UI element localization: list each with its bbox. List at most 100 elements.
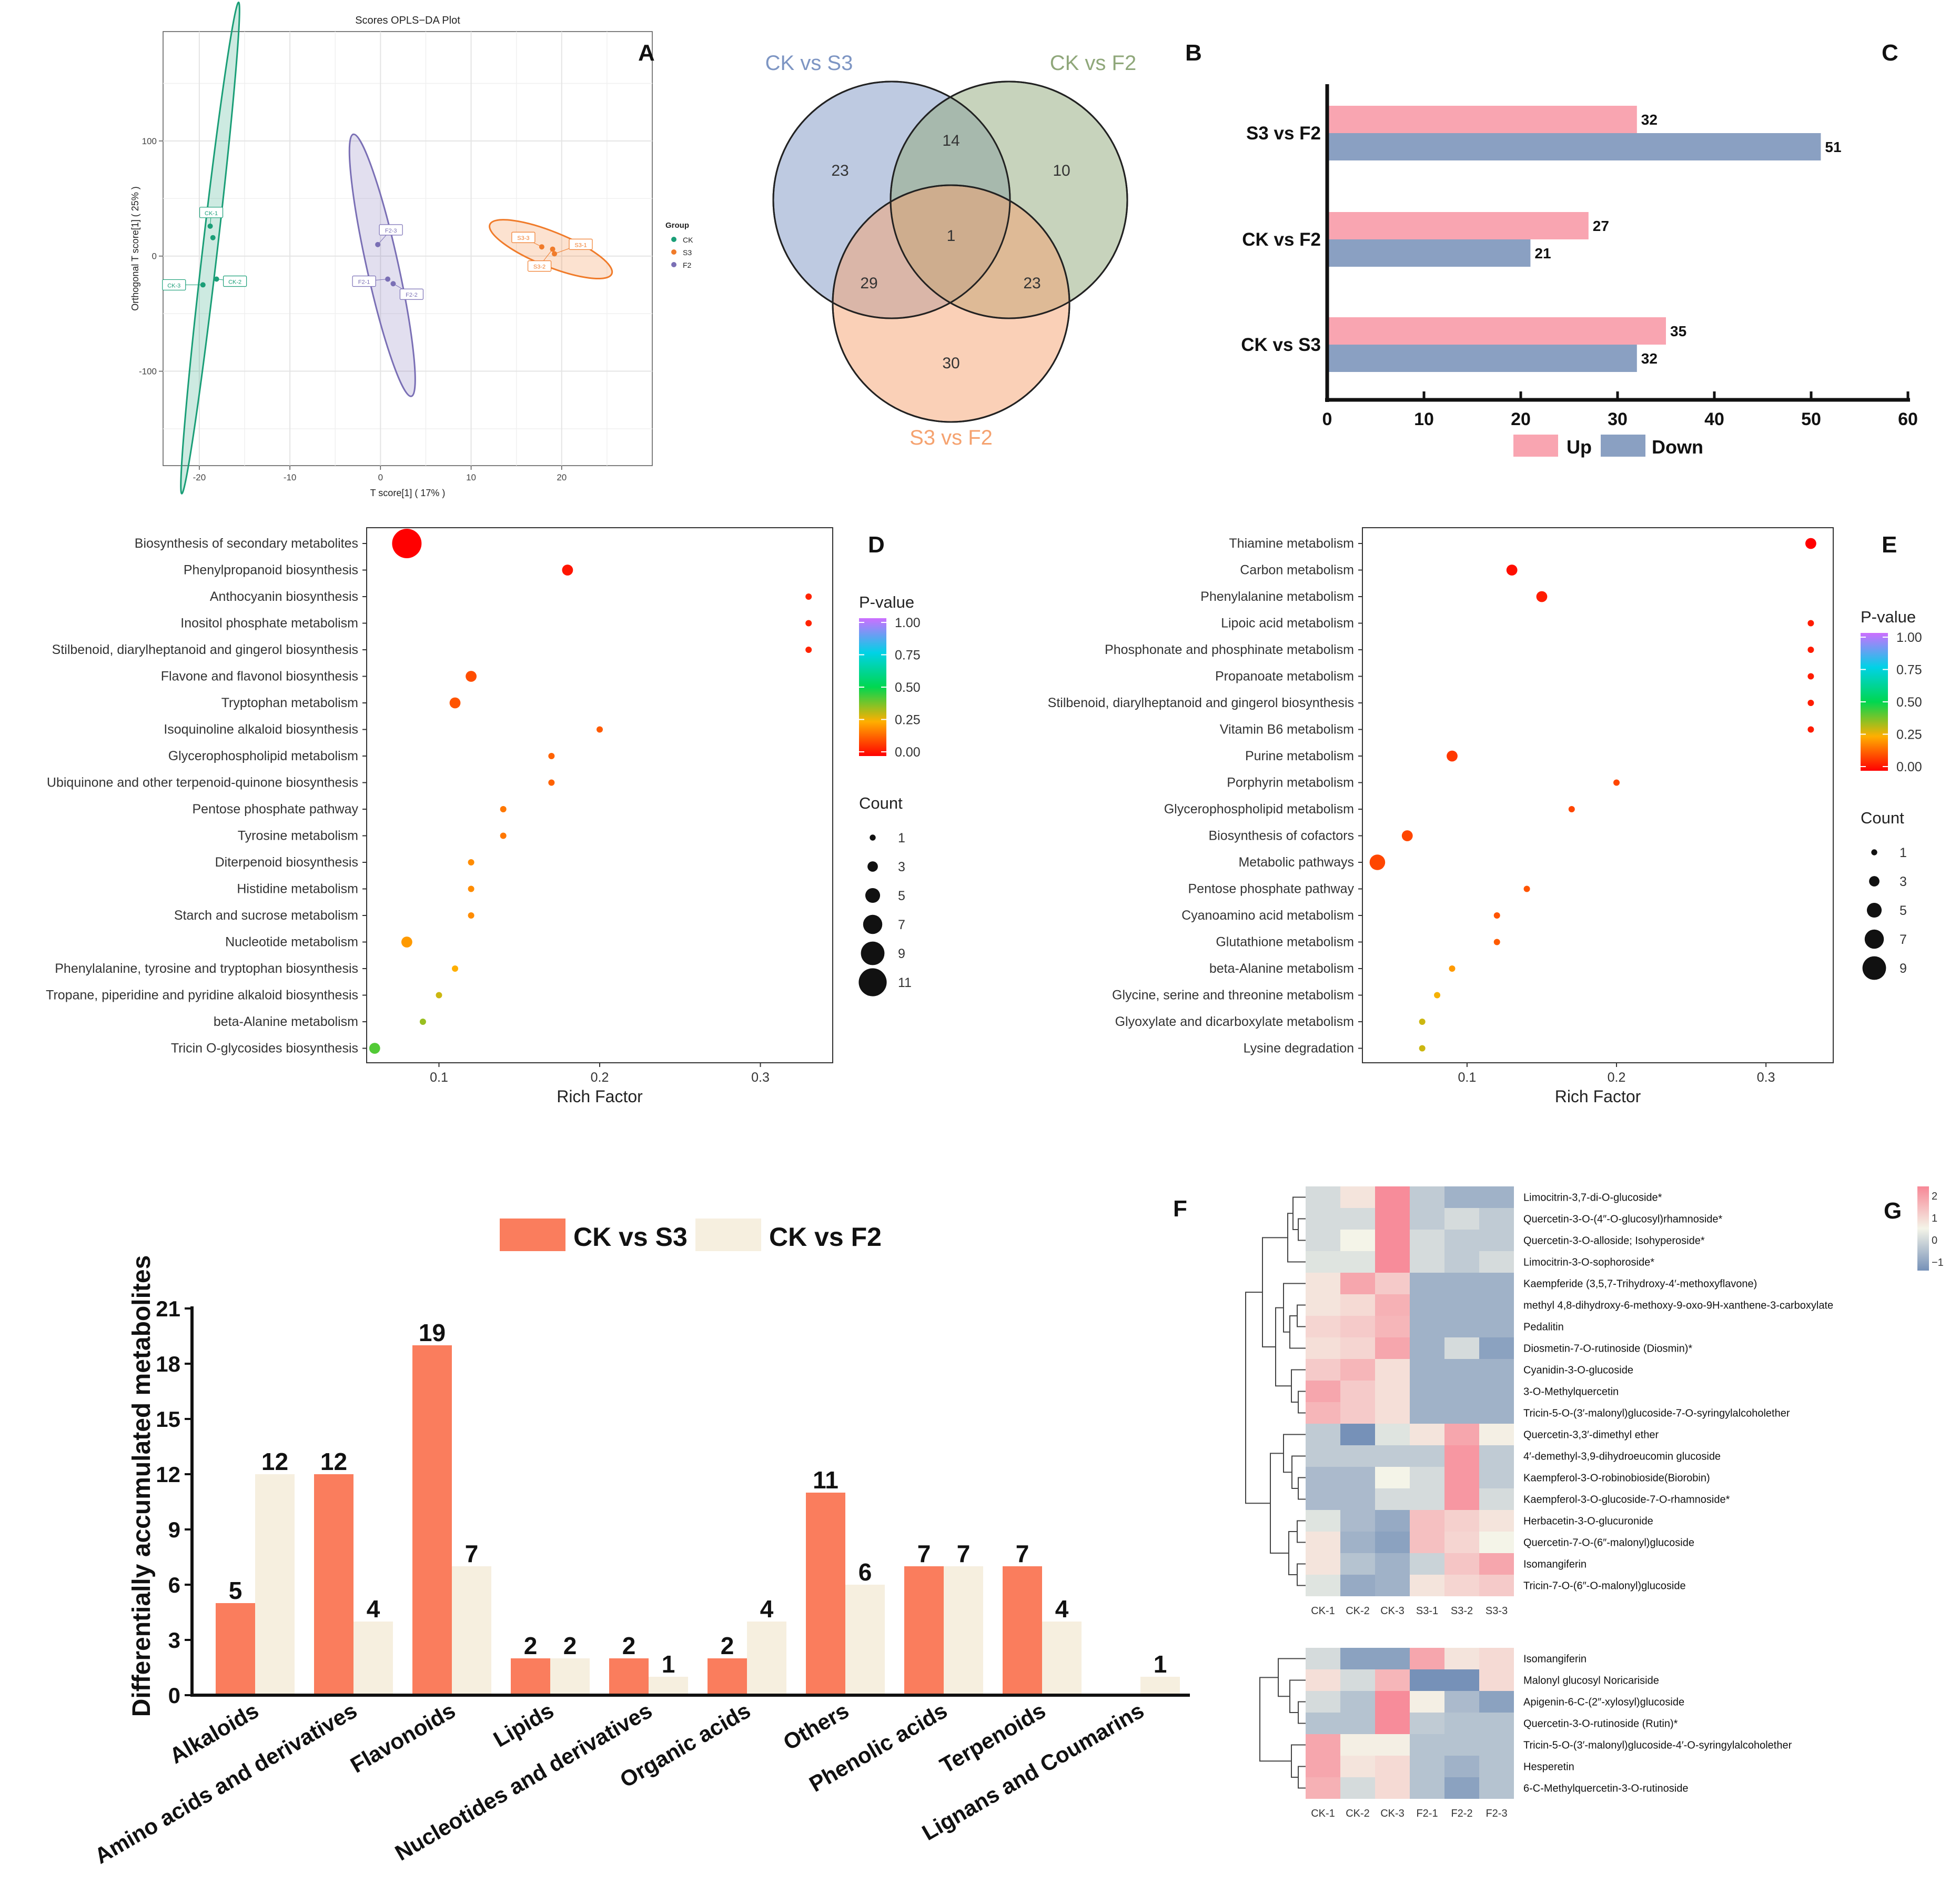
heatmap-cell	[1340, 1488, 1375, 1510]
heatmap-cell	[1410, 1445, 1444, 1467]
colorbar-tick-label: 1.00	[1896, 630, 1922, 645]
heatmap-row-label: 6-C-Methylquercetin-3-O-rutinoside	[1523, 1783, 1688, 1795]
legend-label-up: Up	[1567, 436, 1592, 458]
pathway-label: Anthocyanin biosynthesis	[210, 589, 358, 604]
heatmap-cell	[1375, 1186, 1410, 1208]
y-tick-label: 3	[168, 1628, 180, 1653]
bar-up-ck-vs-s3	[1327, 317, 1666, 345]
bar-value-label: 35	[1670, 323, 1686, 339]
size-legend-dot	[1864, 929, 1884, 949]
bubble-purine-metabolism	[1447, 750, 1458, 762]
heatmap-cell	[1306, 1756, 1340, 1777]
dendrogram-branch	[1297, 1304, 1306, 1327]
heatmap-cell	[1340, 1777, 1375, 1799]
bar-value-label: 1	[662, 1650, 675, 1678]
legend-swatch	[671, 262, 676, 267]
bar-ck-vs-s3-nucleotides-and-derivatives	[609, 1658, 649, 1695]
bubble-nucleotide-metabolism	[401, 937, 412, 948]
pathway-label: Phenylalanine metabolism	[1200, 589, 1354, 604]
heatmap-cell	[1444, 1691, 1479, 1713]
pathway-label: Vitamin B6 metabolism	[1220, 722, 1354, 737]
heatmap-cell	[1375, 1251, 1410, 1273]
label-box	[511, 231, 536, 243]
heatmap-cell	[1444, 1186, 1479, 1208]
legend-title: Group	[665, 221, 689, 230]
heatmap-cell	[1375, 1575, 1410, 1596]
heatmap-cell	[1375, 1445, 1410, 1467]
heatmap-row-label: Limocitrin-3,7-di-O-glucoside*	[1523, 1192, 1662, 1204]
venn-outline	[832, 184, 1070, 423]
heatmap-cell	[1479, 1294, 1514, 1316]
heatmap-column-label: F2-3	[1486, 1808, 1507, 1819]
dendrogram-branch	[1245, 1292, 1270, 1504]
size-legend-label: 3	[898, 860, 905, 874]
legend-swatch-up	[1513, 435, 1558, 457]
heatmap-cell	[1306, 1713, 1340, 1734]
point-label: S3-1	[574, 242, 587, 248]
heatmap-cell	[1410, 1575, 1444, 1596]
heatmap-column-label: F2-1	[1416, 1808, 1438, 1819]
bubble-biosynthesis-of-cofactors	[1401, 830, 1413, 841]
bubble-beta-alanine-metabolism	[419, 1019, 426, 1025]
legend-label: F2	[683, 261, 692, 269]
ck-confidence-ellipse	[180, 2, 240, 495]
bar-up-ck-vs-f2	[1327, 212, 1589, 239]
bar-ck-vs-f2-flavonoids	[452, 1566, 491, 1695]
venn-set-label: CK vs S3	[765, 52, 853, 75]
legend-label: S3	[683, 248, 692, 257]
heatmap-cell	[1444, 1316, 1479, 1337]
pathway-label: Phosphonate and phosphinate metabolism	[1105, 642, 1354, 657]
heatmap-cell	[1375, 1734, 1410, 1756]
colorbar-tick-label: 1	[1932, 1213, 1937, 1224]
bar-down-ck-vs-f2	[1327, 239, 1531, 267]
heatmap-cell	[1410, 1230, 1444, 1251]
size-legend-label: 5	[898, 889, 905, 903]
heatmap-cell	[1375, 1691, 1410, 1713]
heatmap-cell	[1410, 1402, 1444, 1424]
size-legend-label: 7	[1900, 932, 1907, 947]
bar-value-label: 32	[1641, 350, 1658, 367]
heatmap-cell	[1340, 1691, 1375, 1713]
heatmap-cell	[1444, 1445, 1479, 1467]
pathway-label: Glyoxylate and dicarboxylate metabolism	[1115, 1014, 1354, 1029]
bubble-tyrosine-metabolism	[500, 832, 507, 839]
bar-value-label: 21	[1534, 245, 1551, 261]
dendrogram-branch	[1292, 1196, 1306, 1230]
x-axis-label: Rich Factor	[557, 1087, 643, 1106]
bar-ck-vs-s3-alkaloids	[216, 1603, 255, 1695]
dendrogram-branch	[1283, 1283, 1306, 1333]
heatmap-cell	[1340, 1208, 1375, 1230]
bar-ck-vs-s3-lipids	[511, 1658, 550, 1695]
point-label: CK-2	[228, 279, 241, 285]
heatmap-cell	[1375, 1230, 1410, 1251]
y-tick-label: -100	[139, 367, 157, 377]
size-legend-label: 9	[1900, 961, 1907, 976]
heatmap-cell	[1340, 1467, 1375, 1488]
y-tick-label: 18	[156, 1352, 180, 1376]
heatmap-cell	[1375, 1669, 1410, 1691]
point-label: F2-2	[406, 292, 418, 298]
bubble-histidine-metabolism	[468, 885, 474, 892]
heatmap-cell	[1340, 1337, 1375, 1359]
point-label: F2-3	[385, 228, 397, 234]
bar-ck-vs-f2-organic-acids	[747, 1622, 786, 1695]
colorbar-tick-label: 1.00	[895, 616, 921, 630]
category-label: Lipids	[489, 1698, 558, 1752]
pathway-label: Phenylalanine, tyrosine and tryptophan b…	[55, 961, 358, 976]
heatmap-cell	[1479, 1713, 1514, 1734]
colorbar-tick-label: 0	[1932, 1235, 1937, 1246]
bubble-glycerophospholipid-metabolism	[1568, 806, 1575, 812]
heatmap-column-label: CK-2	[1346, 1808, 1370, 1819]
heatmap-cell	[1375, 1467, 1410, 1488]
pathway-label: Phenylpropanoid biosynthesis	[184, 563, 358, 578]
size-legend-label: 5	[1900, 903, 1907, 918]
heatmap-cell	[1375, 1510, 1410, 1532]
legend-swatch-down	[1601, 435, 1645, 457]
bar-value-label: 7	[465, 1540, 479, 1567]
heatmap-cell	[1479, 1251, 1514, 1273]
heatmap-row-label: Kaempferide (3,5,7-Trihydroxy-4′-methoxy…	[1523, 1278, 1757, 1290]
pathway-label: Glutathione metabolism	[1216, 935, 1354, 950]
bubble-pentose-phosphate-pathway	[500, 806, 507, 812]
color-legend-title: P-value	[1861, 608, 1916, 626]
